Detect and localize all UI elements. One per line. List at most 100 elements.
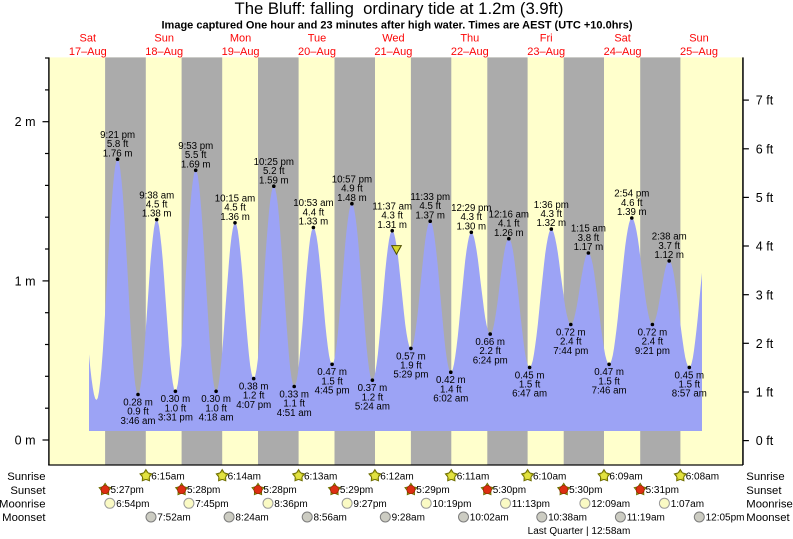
svg-text:5:30pm: 5:30pm (569, 485, 602, 496)
svg-text:9:27pm: 9:27pm (353, 499, 386, 510)
svg-text:4.3 ft: 4.3 ft (461, 212, 483, 223)
svg-text:6:14am: 6:14am (228, 471, 261, 482)
svg-text:9:21 pm: 9:21 pm (100, 130, 135, 141)
svg-text:Sunset: Sunset (746, 485, 782, 497)
svg-text:5:30pm: 5:30pm (493, 485, 526, 496)
svg-text:Image captured One hour and 23: Image captured One hour and 23 minutes a… (162, 20, 633, 32)
svg-text:7:52am: 7:52am (157, 513, 190, 524)
svg-text:4.1 ft: 4.1 ft (498, 219, 520, 230)
svg-text:0.47 m: 0.47 m (594, 367, 624, 378)
svg-text:8:57 am: 8:57 am (672, 389, 707, 400)
svg-text:0.38 m: 0.38 m (239, 382, 269, 393)
svg-text:2 ft: 2 ft (756, 337, 774, 351)
svg-text:0 m: 0 m (15, 434, 36, 448)
svg-text:Last Quarter | 12:58am: Last Quarter | 12:58am (528, 526, 631, 537)
svg-text:Thu: Thu (460, 32, 479, 44)
svg-text:Moonrise: Moonrise (746, 499, 792, 511)
svg-text:7:44 pm: 7:44 pm (553, 346, 588, 357)
svg-text:1.5 ft: 1.5 ft (519, 380, 541, 391)
svg-text:4.3 ft: 4.3 ft (381, 211, 403, 222)
svg-text:1.30 m: 1.30 m (456, 221, 486, 232)
svg-text:0.42 m: 0.42 m (436, 375, 466, 386)
svg-text:5.8 ft: 5.8 ft (107, 139, 129, 150)
svg-text:7:46 am: 7:46 am (592, 386, 627, 397)
svg-text:25–Aug: 25–Aug (680, 46, 718, 58)
svg-text:Mon: Mon (230, 32, 251, 44)
svg-text:9:21 pm: 9:21 pm (635, 346, 670, 357)
svg-text:Moonset: Moonset (746, 512, 790, 524)
svg-text:1 m: 1 m (15, 274, 36, 288)
svg-text:0.28 m: 0.28 m (123, 397, 153, 408)
svg-text:5.2 ft: 5.2 ft (263, 166, 285, 177)
svg-text:6:13am: 6:13am (304, 471, 337, 482)
svg-text:21–Aug: 21–Aug (374, 46, 412, 58)
svg-text:1.0 ft: 1.0 ft (205, 403, 227, 414)
svg-text:10:38am: 10:38am (548, 513, 587, 524)
svg-text:6:54pm: 6:54pm (116, 499, 149, 510)
svg-text:1:36 pm: 1:36 pm (534, 200, 569, 211)
svg-text:1.0 ft: 1.0 ft (165, 403, 187, 414)
svg-text:5:29pm: 5:29pm (340, 485, 373, 496)
svg-text:12:09am: 12:09am (591, 499, 630, 510)
svg-text:12:16 am: 12:16 am (489, 209, 529, 220)
svg-text:Moonrise: Moonrise (0, 499, 46, 511)
svg-text:0.37 m: 0.37 m (358, 383, 388, 394)
svg-text:18–Aug: 18–Aug (145, 46, 183, 58)
svg-text:6:10am: 6:10am (533, 471, 566, 482)
svg-text:6 ft: 6 ft (756, 142, 774, 156)
svg-text:1.48 m: 1.48 m (337, 193, 367, 204)
svg-text:0.30 m: 0.30 m (201, 394, 231, 405)
svg-text:9:28am: 9:28am (392, 513, 425, 524)
svg-text:10:19pm: 10:19pm (433, 499, 472, 510)
svg-text:5:29 pm: 5:29 pm (393, 370, 428, 381)
svg-text:1 ft: 1 ft (756, 386, 774, 400)
svg-text:0.47 m: 0.47 m (317, 367, 347, 378)
svg-text:12:05pm: 12:05pm (706, 513, 745, 524)
svg-text:9:38 am: 9:38 am (139, 190, 174, 201)
svg-text:3 ft: 3 ft (756, 288, 774, 302)
svg-text:0.66 m: 0.66 m (475, 337, 505, 348)
svg-text:1.76 m: 1.76 m (103, 148, 133, 159)
svg-text:10:53 am: 10:53 am (293, 198, 333, 209)
svg-text:1.33 m: 1.33 m (299, 217, 329, 228)
svg-text:2:54 pm: 2:54 pm (614, 189, 649, 200)
svg-text:3:46 am: 3:46 am (120, 416, 155, 427)
svg-text:The Bluff: falling ordinary t: The Bluff: falling ordinary tide at 1.2m… (235, 0, 564, 18)
svg-text:5:31pm: 5:31pm (646, 485, 679, 496)
svg-text:0.30 m: 0.30 m (161, 394, 191, 405)
svg-text:11:37 am: 11:37 am (372, 201, 412, 212)
svg-text:0.57 m: 0.57 m (396, 351, 426, 362)
svg-text:19–Aug: 19–Aug (222, 46, 260, 58)
svg-text:8:56am: 8:56am (314, 513, 347, 524)
svg-text:6:02 am: 6:02 am (433, 394, 468, 405)
svg-text:3.8 ft: 3.8 ft (578, 233, 600, 244)
svg-text:0 ft: 0 ft (756, 434, 774, 448)
svg-text:3.7 ft: 3.7 ft (658, 241, 680, 252)
svg-text:6:09am: 6:09am (609, 471, 642, 482)
svg-text:4.4 ft: 4.4 ft (303, 207, 325, 218)
svg-text:1.37 m: 1.37 m (415, 210, 445, 221)
svg-text:1.31 m: 1.31 m (377, 220, 407, 231)
svg-text:0.72 m: 0.72 m (638, 327, 668, 338)
svg-text:6:47 am: 6:47 am (512, 389, 547, 400)
svg-text:2.4 ft: 2.4 ft (560, 337, 582, 348)
svg-text:1.12 m: 1.12 m (654, 250, 684, 261)
svg-text:Sun: Sun (689, 32, 709, 44)
svg-text:0.72 m: 0.72 m (556, 327, 586, 338)
svg-text:Sunrise: Sunrise (746, 471, 784, 483)
svg-text:4.9 ft: 4.9 ft (341, 184, 363, 195)
svg-text:4:51 am: 4:51 am (277, 408, 312, 419)
svg-text:1.1 ft: 1.1 ft (283, 399, 305, 410)
svg-text:8:36pm: 8:36pm (274, 499, 307, 510)
svg-text:1.2 ft: 1.2 ft (362, 392, 384, 403)
svg-text:5:28pm: 5:28pm (187, 485, 220, 496)
svg-text:1.2 ft: 1.2 ft (243, 391, 265, 402)
svg-text:Tue: Tue (308, 32, 327, 44)
svg-text:1:07am: 1:07am (671, 499, 704, 510)
svg-text:20–Aug: 20–Aug (298, 46, 336, 58)
svg-text:4:07 pm: 4:07 pm (236, 400, 271, 411)
svg-text:5:24 am: 5:24 am (355, 402, 390, 413)
svg-text:5:28pm: 5:28pm (263, 485, 296, 496)
svg-text:2.2 ft: 2.2 ft (479, 346, 501, 357)
svg-text:6:08am: 6:08am (686, 471, 719, 482)
